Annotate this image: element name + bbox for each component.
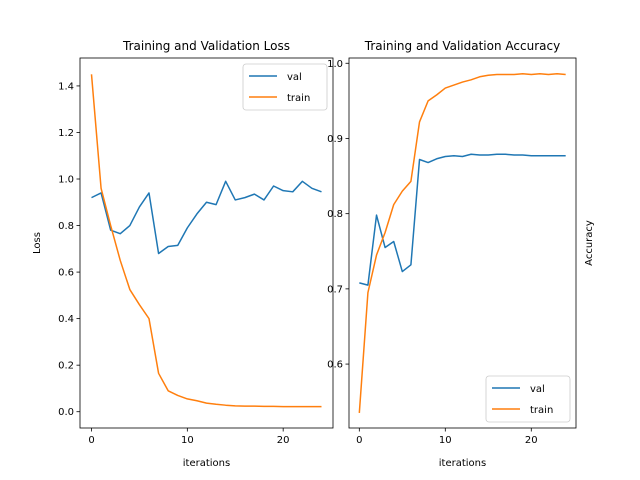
y-tick-label: 0.6 — [327, 360, 343, 371]
series-line-train — [90, 74, 322, 408]
legend: val train — [242, 63, 328, 111]
y-axis-label: Loss — [32, 232, 43, 254]
x-axis-label: iterations — [439, 458, 486, 469]
y-axis-label: Accuracy — [584, 220, 595, 266]
y-tick-label: 0.8 — [58, 221, 74, 232]
y-tick-label: 0.0 — [58, 407, 74, 418]
y-tick-label: 0.4 — [58, 314, 74, 325]
legend-label: val — [287, 72, 302, 83]
x-tick-label: 20 — [277, 435, 290, 446]
x-tick-label: 10 — [439, 435, 452, 446]
legend: val train — [485, 375, 571, 423]
chart-accuracy: Training and Validation Accuracy 0 10 20 0.6… — [327, 39, 595, 469]
x-tick-label: 20 — [525, 435, 538, 446]
x-tick-label: 10 — [181, 435, 194, 446]
legend-label: train — [287, 93, 310, 104]
chart-loss: Training and Validation Loss 0 10 20 0.0 0.2 0… — [32, 39, 334, 469]
x-tick-label: 0 — [88, 435, 94, 446]
legend-label: train — [530, 405, 553, 416]
series-line-train — [358, 73, 566, 414]
y-tick-label: 0.2 — [58, 361, 74, 372]
axes-frame — [348, 57, 577, 429]
legend-label: val — [530, 384, 545, 395]
y-tick-label: 1.0 — [58, 175, 74, 186]
y-tick-label: 0.8 — [327, 209, 343, 220]
legend-frame — [485, 375, 571, 423]
legend-frame — [242, 63, 328, 111]
y-tick-label: 1.0 — [327, 59, 343, 70]
y-tick-label: 0.9 — [327, 134, 343, 145]
y-tick-label: 0.7 — [327, 284, 343, 295]
x-tick-label: 0 — [356, 435, 362, 446]
series-line-val — [359, 153, 566, 286]
series-line-val — [91, 180, 322, 255]
y-tick-label: 0.6 — [58, 268, 74, 279]
chart-title: Training and Validation Loss — [122, 39, 290, 53]
y-tick-label: 1.4 — [58, 81, 74, 92]
y-tick-label: 1.2 — [58, 128, 74, 139]
axes-frame — [79, 57, 334, 429]
chart-title: Training and Validation Accuracy — [364, 39, 560, 53]
x-axis-label: iterations — [183, 458, 230, 469]
